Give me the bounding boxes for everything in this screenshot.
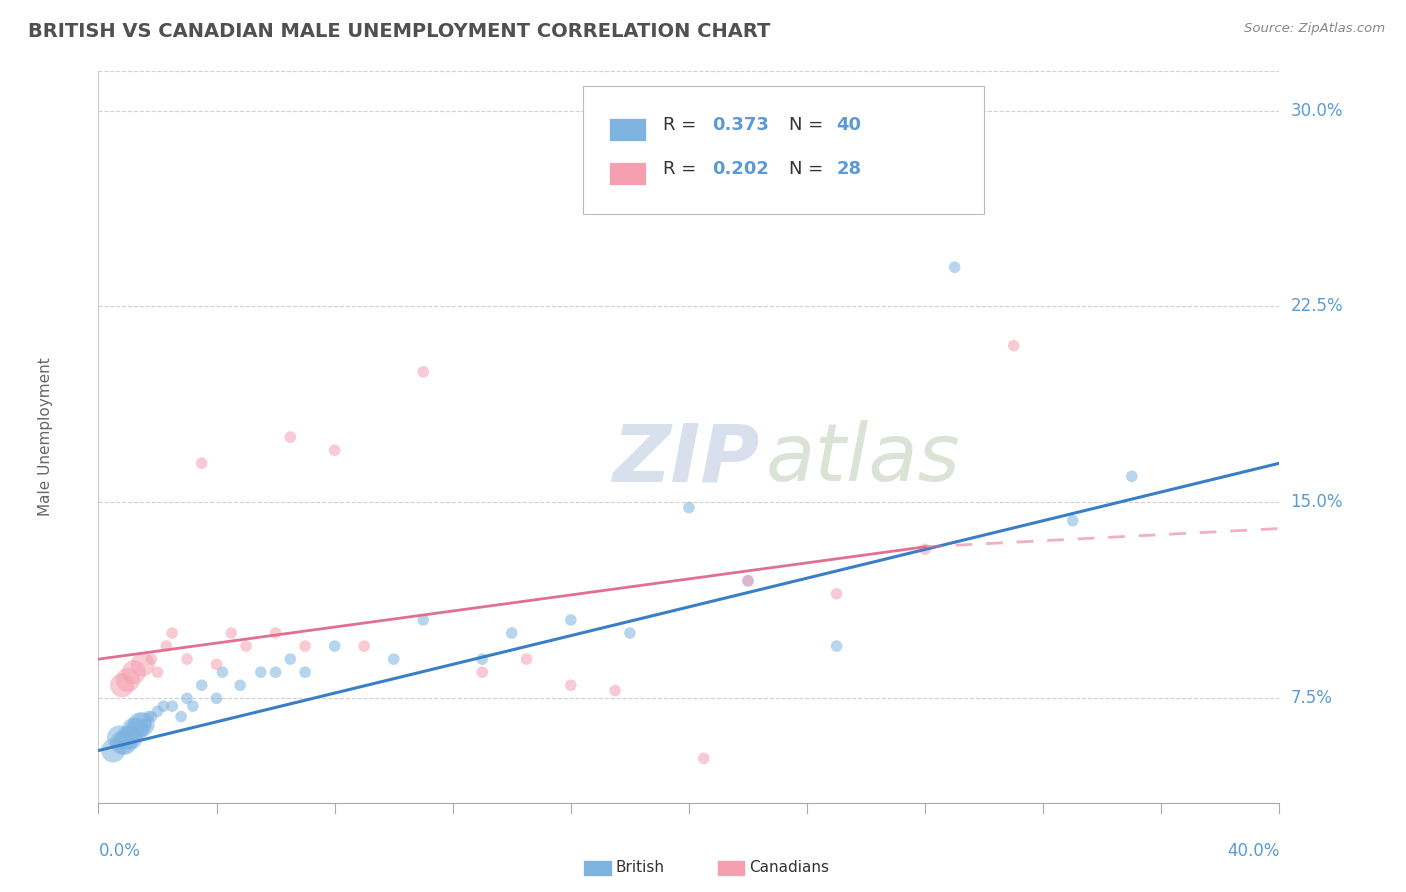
Text: 0.202: 0.202: [713, 160, 769, 178]
Point: [264, 665, 287, 680]
Point: [353, 639, 375, 653]
Point: [323, 639, 346, 653]
Point: [560, 613, 582, 627]
Point: [737, 574, 759, 588]
Text: 22.5%: 22.5%: [1291, 297, 1343, 316]
Point: [693, 751, 716, 765]
Point: [412, 613, 434, 627]
Point: [914, 542, 936, 557]
Point: [191, 678, 214, 692]
Point: [205, 657, 228, 672]
Point: [111, 736, 134, 750]
Text: ZIP: ZIP: [612, 420, 759, 498]
Point: [516, 652, 538, 666]
Point: [146, 705, 169, 719]
FancyBboxPatch shape: [609, 161, 647, 185]
Point: [114, 736, 136, 750]
Point: [1121, 469, 1143, 483]
Point: [108, 731, 131, 745]
Point: [280, 652, 302, 666]
Point: [176, 691, 198, 706]
Point: [141, 652, 163, 666]
Point: [560, 678, 582, 692]
Text: British: British: [616, 861, 665, 875]
Point: [146, 665, 169, 680]
Point: [122, 723, 145, 737]
Point: [211, 665, 233, 680]
Text: Source: ZipAtlas.com: Source: ZipAtlas.com: [1244, 22, 1385, 36]
Text: 7.5%: 7.5%: [1291, 690, 1333, 707]
Point: [117, 731, 139, 745]
Point: [122, 665, 145, 680]
FancyBboxPatch shape: [609, 118, 647, 141]
Text: 40: 40: [837, 116, 862, 134]
Point: [128, 717, 150, 731]
Point: [181, 699, 204, 714]
Point: [825, 587, 848, 601]
Point: [191, 456, 214, 470]
Point: [825, 639, 848, 653]
Text: Male Unemployment: Male Unemployment: [38, 358, 53, 516]
Text: Canadians: Canadians: [749, 861, 830, 875]
Point: [250, 665, 273, 680]
Point: [155, 639, 177, 653]
Point: [229, 678, 252, 692]
Point: [170, 709, 193, 723]
Point: [176, 652, 198, 666]
Point: [138, 709, 160, 723]
Point: [221, 626, 243, 640]
Text: R =: R =: [664, 116, 702, 134]
Point: [235, 639, 257, 653]
Point: [162, 699, 183, 714]
FancyBboxPatch shape: [582, 86, 984, 214]
Point: [501, 626, 523, 640]
Point: [103, 743, 125, 757]
Point: [382, 652, 405, 666]
Point: [152, 699, 174, 714]
Text: BRITISH VS CANADIAN MALE UNEMPLOYMENT CORRELATION CHART: BRITISH VS CANADIAN MALE UNEMPLOYMENT CO…: [28, 22, 770, 41]
Point: [294, 639, 316, 653]
Text: R =: R =: [664, 160, 702, 178]
Text: 30.0%: 30.0%: [1291, 102, 1343, 120]
Text: 0.0%: 0.0%: [98, 842, 141, 860]
Point: [125, 723, 148, 737]
Point: [619, 626, 641, 640]
Point: [117, 673, 139, 687]
Point: [132, 657, 155, 672]
Point: [1002, 339, 1025, 353]
Point: [943, 260, 966, 275]
Point: [280, 430, 302, 444]
Point: [135, 717, 157, 731]
Text: 28: 28: [837, 160, 862, 178]
Point: [132, 717, 155, 731]
Text: N =: N =: [789, 116, 830, 134]
Point: [162, 626, 183, 640]
Point: [120, 731, 142, 745]
Point: [412, 365, 434, 379]
Text: atlas: atlas: [766, 420, 960, 498]
Point: [264, 626, 287, 640]
Text: 15.0%: 15.0%: [1291, 493, 1343, 511]
Text: 40.0%: 40.0%: [1227, 842, 1279, 860]
Text: 0.373: 0.373: [713, 116, 769, 134]
Point: [678, 500, 700, 515]
Point: [605, 683, 627, 698]
Point: [141, 709, 163, 723]
Point: [323, 443, 346, 458]
Point: [471, 665, 494, 680]
Point: [1062, 514, 1084, 528]
Point: [737, 574, 759, 588]
Point: [205, 691, 228, 706]
Point: [471, 652, 494, 666]
Text: N =: N =: [789, 160, 830, 178]
Point: [294, 665, 316, 680]
Point: [111, 678, 134, 692]
